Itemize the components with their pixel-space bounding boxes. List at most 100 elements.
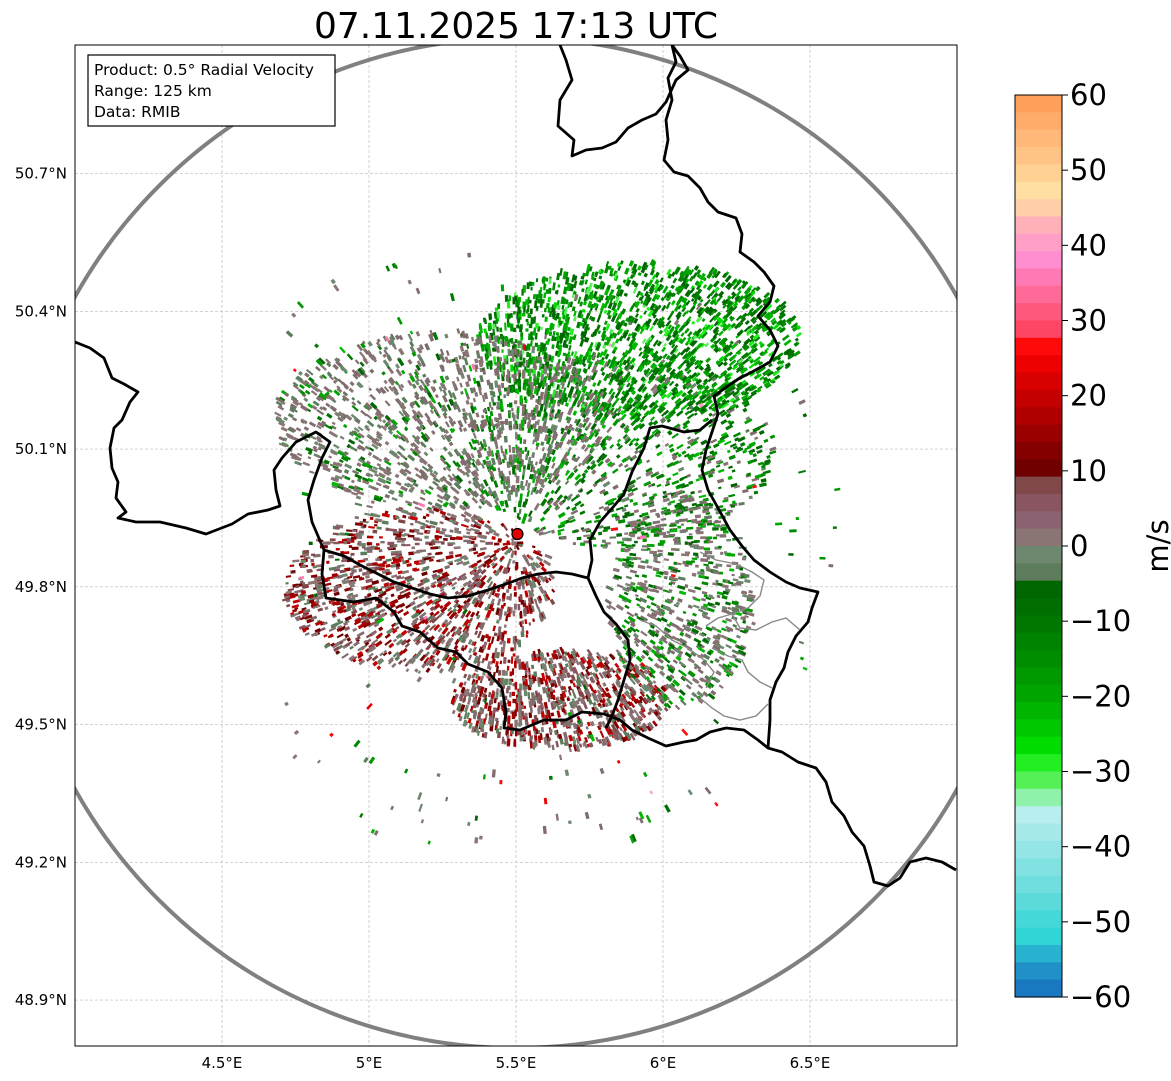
velocity-pixel	[565, 334, 570, 342]
velocity-pixel	[558, 336, 564, 344]
velocity-pixel	[726, 365, 733, 371]
velocity-pixel	[596, 314, 602, 323]
velocity-pixel	[681, 352, 689, 360]
velocity-pixel	[624, 267, 630, 275]
velocity-pixel	[586, 263, 591, 271]
velocity-pixel	[592, 290, 598, 299]
velocity-pixel	[565, 299, 569, 304]
velocity-pixel	[601, 371, 606, 376]
velocity-pixel	[734, 296, 740, 302]
velocity-pixel	[608, 388, 614, 395]
velocity-pixel	[680, 403, 689, 411]
velocity-pixel	[583, 321, 588, 326]
velocity-pixel	[770, 317, 776, 323]
velocity-pixel	[754, 373, 762, 380]
velocity-pixel	[497, 458, 502, 463]
velocity-pixel	[667, 324, 673, 330]
velocity-pixel	[653, 283, 660, 291]
velocity-pixel	[555, 312, 560, 320]
velocity-pixel	[706, 283, 714, 291]
velocity-pixel	[671, 299, 676, 305]
velocity-pixel	[631, 390, 637, 396]
velocity-pixel	[602, 326, 607, 331]
velocity-pixel	[500, 364, 504, 369]
velocity-pixel	[757, 299, 763, 305]
velocity-pixel	[700, 331, 708, 339]
velocity-pixel	[665, 334, 672, 342]
velocity-pixel	[652, 314, 657, 319]
velocity-pixel	[691, 272, 698, 280]
velocity-pixel	[562, 322, 568, 332]
velocity-pixel	[486, 343, 491, 352]
velocity-pixel	[682, 385, 687, 390]
velocity-pixel	[589, 315, 593, 320]
velocity-pixel	[576, 536, 582, 541]
velocity-pixel	[717, 361, 724, 368]
velocity-pixel	[787, 355, 793, 360]
velocity-pixel	[496, 362, 500, 367]
velocity-pixel	[632, 268, 638, 275]
velocity-pixel	[654, 279, 660, 285]
velocity-pixel	[405, 559, 410, 564]
velocity-pixel	[545, 289, 550, 295]
velocity-pixel	[737, 286, 742, 292]
velocity-pixel	[656, 374, 664, 382]
velocity-pixel	[769, 341, 774, 345]
velocity-pixel	[649, 302, 656, 311]
velocity-pixel	[617, 284, 622, 290]
velocity-pixel	[579, 338, 585, 347]
velocity-pixel	[741, 393, 749, 401]
velocity-pixel	[795, 331, 802, 338]
velocity-pixel	[530, 340, 533, 347]
velocity-pixel	[597, 269, 602, 274]
velocity-pixel	[517, 306, 521, 314]
velocity-pixel	[551, 344, 555, 350]
velocity-pixel	[629, 364, 635, 371]
velocity-pixel	[506, 637, 511, 644]
velocity-pixel	[534, 342, 538, 348]
velocity-pixel	[560, 296, 565, 305]
velocity-pixel	[671, 343, 676, 349]
velocity-pixel	[655, 383, 662, 390]
velocity-pixel	[514, 550, 517, 556]
velocity-pixel	[593, 283, 597, 288]
velocity-pixel	[680, 332, 685, 337]
velocity-pixel	[725, 352, 731, 358]
velocity-pixel	[783, 339, 792, 347]
velocity-pixel	[580, 330, 585, 337]
velocity-pixel	[639, 291, 644, 297]
velocity-pixel	[363, 547, 372, 551]
velocity-pixel	[511, 349, 514, 355]
velocity-pixel	[765, 312, 774, 321]
velocity-pixel	[674, 382, 679, 388]
velocity-pixel	[543, 292, 547, 299]
velocity-pixel	[657, 320, 665, 329]
velocity-pixel	[573, 310, 577, 317]
velocity-pixel	[713, 321, 719, 327]
velocity-pixel	[622, 279, 627, 284]
velocity-pixel	[503, 611, 508, 616]
velocity-pixel	[609, 328, 614, 334]
velocity-pixel	[682, 321, 687, 326]
velocity-pixel	[703, 378, 708, 383]
velocity-pixel	[576, 321, 582, 329]
velocity-pixel	[601, 404, 609, 413]
velocity-pixel	[681, 282, 687, 288]
velocity-pixel	[374, 524, 378, 527]
velocity-pixel	[376, 543, 380, 546]
velocity-pixel	[497, 303, 501, 307]
velocity-pixel	[732, 278, 737, 284]
velocity-pixel	[515, 489, 518, 497]
velocity-pixel	[537, 351, 541, 357]
velocity-pixel	[393, 544, 398, 547]
velocity-pixel	[596, 379, 602, 387]
velocity-pixel	[505, 377, 509, 382]
velocity-pixel	[500, 646, 505, 653]
velocity-pixel	[535, 305, 539, 311]
velocity-pixel	[580, 313, 584, 319]
velocity-pixel	[502, 370, 506, 377]
velocity-pixel	[568, 336, 574, 345]
velocity-pixel	[543, 283, 547, 291]
velocity-pixel	[721, 322, 728, 329]
